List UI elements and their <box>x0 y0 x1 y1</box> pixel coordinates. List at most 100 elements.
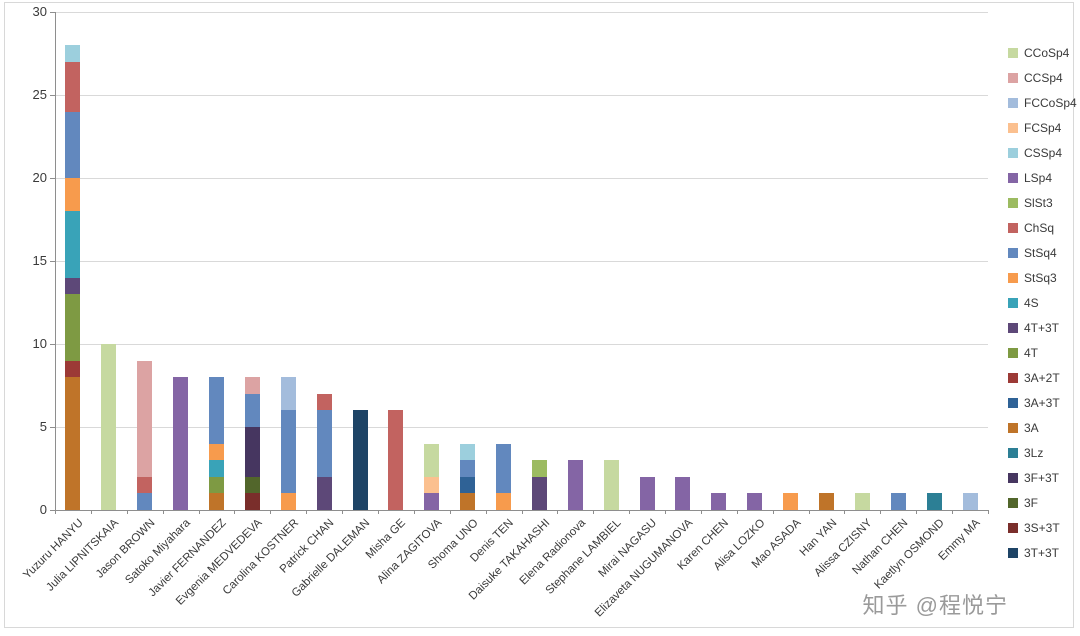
x-axis-tick <box>844 510 846 514</box>
y-axis-tick <box>50 12 55 13</box>
y-axis-label: 30 <box>32 4 47 19</box>
legend-label: 3A <box>1024 421 1039 435</box>
bar-segment-FCCoSp4 <box>280 377 296 411</box>
legend-label: CCoSp4 <box>1024 46 1070 60</box>
legend-label: 3F+3T <box>1024 471 1060 485</box>
legend-item: FCCoSp4 <box>1008 96 1077 110</box>
bar-segment-StSq3 <box>208 443 224 461</box>
bar-segment-ChSq <box>65 61 81 112</box>
x-axis-label: Yuzuru HANYU <box>20 517 86 582</box>
bar-segment-FCCoSp4 <box>962 493 978 510</box>
legend-label: FCCoSp4 <box>1024 96 1077 110</box>
legend-item: 3F+3T <box>1008 471 1077 485</box>
bar-segment-LSp4 <box>173 377 189 510</box>
bar-segment-LSp4 <box>711 493 727 510</box>
legend-swatch <box>1008 223 1018 233</box>
bar-segment-4T+3T <box>531 476 547 510</box>
y-axis-tick <box>50 427 55 428</box>
legend-item: LSp4 <box>1008 171 1077 185</box>
bar-segment-3Lz <box>926 493 942 510</box>
legend-label: CSSp4 <box>1024 146 1063 160</box>
gridline <box>55 95 988 96</box>
y-axis-tick <box>50 178 55 179</box>
x-axis-tick <box>700 510 702 514</box>
x-axis-tick <box>557 510 559 514</box>
bar-segment-FCSp4 <box>424 476 440 494</box>
y-axis-tick <box>50 95 55 96</box>
x-axis-tick <box>880 510 882 514</box>
x-axis-tick <box>772 510 774 514</box>
legend-swatch <box>1008 423 1018 433</box>
bar-segment-3A <box>208 493 224 510</box>
legend-item: 3A <box>1008 421 1077 435</box>
gridline <box>55 178 988 179</box>
bar-segment-3S+3T <box>244 493 260 510</box>
bar-segment-ChSq <box>388 410 404 510</box>
bar-segment-StSq4 <box>890 493 906 510</box>
bar-segment-ChSq <box>316 393 332 411</box>
legend-label: 4T+3T <box>1024 321 1060 335</box>
bar-segment-CCoSp4 <box>101 344 117 510</box>
bar-segment-LSp4 <box>675 476 691 510</box>
legend-label: FCSp4 <box>1024 121 1062 135</box>
watermark: 知乎 @程悦宁 <box>862 593 1008 618</box>
x-axis-tick <box>162 510 164 514</box>
x-axis-tick <box>377 510 379 514</box>
gridline <box>55 427 988 428</box>
bar-segment-3A <box>460 493 476 510</box>
x-axis-tick <box>916 510 918 514</box>
y-axis-label: 0 <box>39 502 47 517</box>
legend-swatch <box>1008 273 1018 283</box>
x-axis-tick <box>234 510 236 514</box>
gridline <box>55 12 988 13</box>
legend-label: 4S <box>1024 296 1039 310</box>
bar-segment-ChSq <box>137 476 153 494</box>
bar-segment-4S <box>65 211 81 278</box>
bar-segment-StSq3 <box>280 493 296 510</box>
bar-segment-3A+3T <box>460 476 476 494</box>
legend-item: 3A+2T <box>1008 371 1077 385</box>
x-axis-tick <box>736 510 738 514</box>
legend-item: 3T+3T <box>1008 546 1077 560</box>
bar-segment-3A <box>819 493 835 510</box>
legend-swatch <box>1008 473 1018 483</box>
bar-segment-LSp4 <box>567 460 583 510</box>
legend-item: FCSp4 <box>1008 121 1077 135</box>
y-axis-tick <box>50 344 55 345</box>
bar-segment-StSq4 <box>280 410 296 494</box>
bar-segment-3F <box>244 476 260 494</box>
x-axis-tick <box>593 510 595 514</box>
legend-item: SlSt3 <box>1008 196 1077 210</box>
legend-item: CSSp4 <box>1008 146 1077 160</box>
legend-item: 4T <box>1008 346 1077 360</box>
bar-segment-CSSp4 <box>65 45 81 62</box>
bar-segment-CCSp4 <box>244 377 260 394</box>
bar-segment-3A+2T <box>65 360 81 378</box>
gridline <box>55 261 988 262</box>
y-axis-label: 5 <box>39 419 47 434</box>
legend-label: LSp4 <box>1024 171 1053 185</box>
bar-segment-LSp4 <box>747 493 763 510</box>
x-axis-label: Elena Radionova <box>517 517 588 588</box>
y-axis-label: 25 <box>32 87 47 102</box>
x-axis-tick <box>90 510 92 514</box>
legend-label: 3A+2T <box>1024 371 1060 385</box>
y-axis-label: 20 <box>32 170 47 185</box>
bar-segment-StSq4 <box>208 377 224 444</box>
bar-segment-4S <box>208 460 224 477</box>
legend-label: 3F <box>1024 496 1039 510</box>
x-axis-tick <box>306 510 308 514</box>
legend-item: 3F <box>1008 496 1077 510</box>
x-axis-tick <box>55 510 56 514</box>
legend-swatch <box>1008 248 1018 258</box>
x-axis-tick <box>413 510 415 514</box>
x-axis-tick <box>808 510 810 514</box>
x-axis-tick <box>449 510 451 514</box>
legend-label: 3T+3T <box>1024 546 1060 560</box>
legend: CCoSp4 CCSp4 FCCoSp4 FCSp4 CSSp4 LSp4 SlSt3 ChS… <box>1008 46 1077 560</box>
bar-segment-3T+3T <box>352 410 368 510</box>
bar-segment-StSq4 <box>65 111 81 178</box>
legend-swatch <box>1008 373 1018 383</box>
y-axis-tick <box>50 261 55 262</box>
x-axis-tick <box>126 510 128 514</box>
